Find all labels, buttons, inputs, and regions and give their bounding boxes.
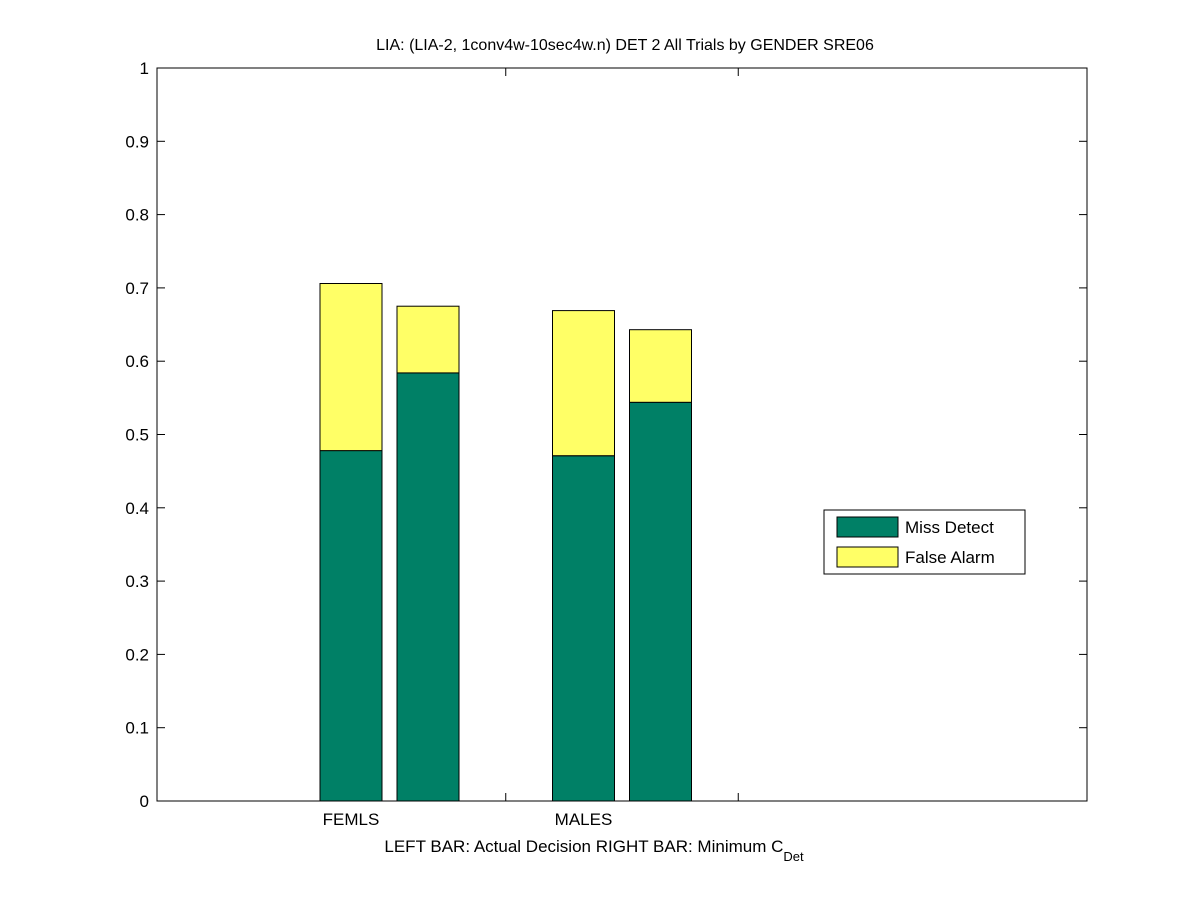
legend-label: Miss Detect (905, 518, 994, 537)
y-tick-label: 0 (140, 792, 149, 811)
bar-males-actual-miss-detect (552, 455, 615, 802)
y-tick-label: 1 (140, 59, 149, 78)
x-axis: FEMLS MALES (323, 68, 739, 829)
x-axis-label-subscript: Det (783, 849, 804, 864)
bar-males-actual-false-alarm (552, 310, 615, 457)
bar-femls-actual-miss-detect (319, 450, 383, 802)
y-tick-label: 0.8 (125, 206, 149, 225)
x-axis-label-main: LEFT BAR: Actual Decision RIGHT BAR: Min… (384, 837, 783, 856)
y-tick-label: 0.9 (125, 132, 149, 151)
y-tick-label: 0.1 (125, 719, 149, 738)
y-tick-label: 0.4 (125, 499, 149, 518)
bar-femls-minimum-miss-detect (396, 372, 460, 802)
bar-femls-minimum-false-alarm (396, 305, 460, 374)
plot-frame (156, 67, 1088, 802)
chart-title: LIA: (LIA-2, 1conv4w-10sec4w.n) DET 2 Al… (376, 37, 874, 54)
bar-males-minimum-miss-detect (629, 401, 692, 802)
y-tick-label: 0.7 (125, 279, 149, 298)
y-tick-label: 0.3 (125, 572, 149, 591)
legend: Miss Detect False Alarm (823, 509, 1026, 575)
bar-femls-actual-false-alarm (319, 283, 383, 452)
legend-label: False Alarm (905, 548, 995, 567)
x-axis-label: LEFT BAR: Actual Decision RIGHT BAR: Min… (384, 837, 804, 864)
y-tick-label: 0.5 (125, 426, 149, 445)
x-tick-label: MALES (555, 810, 613, 829)
bars-group (319, 283, 692, 802)
y-tick-label: 0.6 (125, 352, 149, 371)
x-tick-label: FEMLS (323, 810, 380, 829)
bar-males-minimum-false-alarm (629, 329, 692, 403)
y-tick-label: 0.2 (125, 645, 149, 664)
legend-swatch-false-alarm (836, 546, 899, 568)
legend-swatch-miss-detect (836, 516, 899, 538)
y-axis: 0 0.1 0.2 0.3 0.4 0.5 0.6 0.7 0.8 0.9 1 (125, 59, 1087, 811)
